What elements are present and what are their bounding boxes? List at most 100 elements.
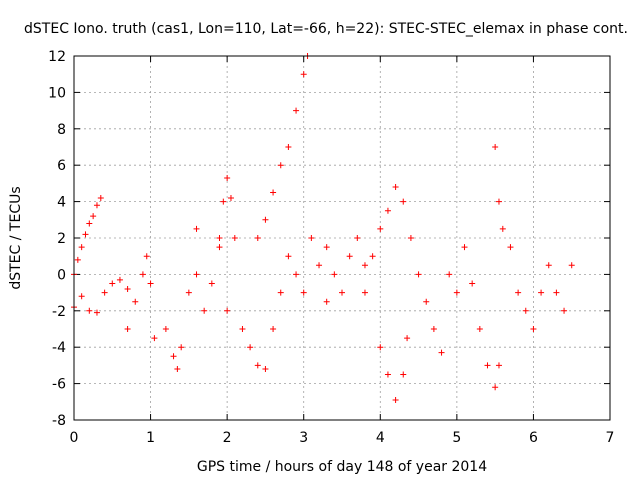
data-point	[369, 253, 376, 260]
series-arc-b	[71, 276, 131, 316]
data-point	[86, 307, 93, 314]
series-arc-a	[71, 194, 104, 278]
series-arc-f	[216, 174, 238, 241]
data-point	[430, 326, 437, 332]
data-point	[74, 256, 81, 263]
data-point	[484, 362, 491, 369]
data-point	[201, 307, 208, 314]
data-point	[346, 253, 353, 260]
data-point	[492, 144, 499, 150]
data-point	[174, 366, 181, 373]
y-tick-label: -2	[52, 304, 66, 320]
series-arc-l	[377, 335, 411, 403]
series-arc-h	[254, 53, 311, 241]
series-arc-p	[492, 144, 522, 296]
data-point	[97, 194, 104, 201]
data-point	[185, 289, 192, 296]
data-point	[231, 235, 238, 241]
y-tick-label: 12	[48, 49, 66, 65]
data-point	[78, 244, 85, 251]
data-point	[193, 271, 200, 278]
data-point	[400, 198, 407, 205]
data-point	[476, 326, 483, 332]
data-point	[170, 353, 177, 360]
data-point	[377, 344, 384, 351]
data-point	[162, 326, 169, 332]
data-point	[90, 213, 97, 220]
data-point	[492, 384, 499, 391]
data-point	[384, 371, 391, 378]
data-point	[522, 307, 529, 314]
data-point	[407, 235, 414, 241]
data-point	[423, 298, 430, 305]
data-point	[361, 262, 368, 269]
data-point	[495, 198, 502, 205]
data-point	[247, 344, 254, 351]
series-arc-q	[522, 262, 575, 332]
y-axis-label: dSTEC / TECUs	[8, 186, 24, 289]
x-axis-label: GPS time / hours of day 148 of year 2014	[197, 459, 487, 475]
data-point	[270, 326, 277, 332]
plot-frame	[73, 55, 611, 421]
data-point	[116, 276, 123, 283]
y-tick-label: 6	[57, 158, 66, 174]
data-point	[139, 271, 146, 278]
series-arc-g	[239, 289, 284, 373]
data-point	[277, 162, 284, 169]
data-point	[495, 362, 502, 369]
data-point	[124, 285, 131, 292]
data-point	[530, 326, 537, 332]
data-point	[293, 107, 300, 114]
y-tick-label: 4	[57, 195, 66, 211]
data-point	[392, 396, 399, 403]
data-point	[93, 202, 100, 209]
data-point	[147, 280, 154, 287]
data-point	[469, 280, 476, 287]
data-point	[323, 244, 330, 251]
series-arc-i	[285, 235, 330, 305]
series-arc-m	[407, 235, 445, 356]
data-point	[384, 207, 391, 214]
data-point	[568, 262, 575, 269]
data-point	[220, 198, 227, 205]
data-point	[438, 349, 445, 356]
data-point	[109, 280, 116, 287]
data-point	[300, 71, 307, 78]
data-point	[224, 307, 231, 314]
data-point	[132, 298, 139, 305]
data-point	[538, 289, 545, 296]
x-tick-label: 1	[146, 430, 155, 446]
data-point	[254, 362, 261, 369]
series-arc-e	[193, 244, 231, 314]
series-arc-o	[476, 326, 502, 391]
data-point	[446, 271, 453, 278]
x-tick-label: 4	[376, 430, 385, 446]
y-tick-label: -4	[52, 340, 66, 356]
x-tick-label: 6	[529, 430, 538, 446]
data-point	[78, 293, 85, 300]
data-point	[216, 244, 223, 251]
data-point	[262, 216, 269, 223]
data-point	[239, 326, 246, 332]
y-tick-label: -8	[52, 413, 66, 429]
y-tick-label: -6	[52, 377, 66, 393]
data-point	[400, 371, 407, 378]
data-point	[300, 289, 307, 296]
x-tick-label: 0	[70, 430, 79, 446]
data-point	[361, 289, 368, 296]
data-point	[178, 344, 185, 351]
data-point	[507, 244, 514, 251]
data-point	[339, 289, 345, 296]
series-arc-n	[446, 244, 476, 296]
data-point	[216, 235, 223, 241]
data-point	[254, 235, 261, 241]
y-tick-label: 2	[57, 231, 66, 247]
series-arc-j	[323, 235, 368, 296]
data-point	[553, 289, 560, 296]
x-tick-label: 2	[223, 430, 232, 446]
x-tick-label: 7	[606, 430, 615, 446]
data-point	[262, 366, 269, 373]
series-arc-d	[162, 225, 200, 373]
chart-title: dSTEC Iono. truth (cas1, Lon=110, Lat=-6…	[24, 21, 628, 37]
data-point	[124, 326, 131, 332]
